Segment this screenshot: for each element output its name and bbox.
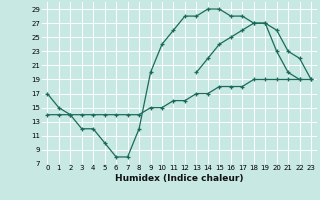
X-axis label: Humidex (Indice chaleur): Humidex (Indice chaleur) [115,174,244,183]
